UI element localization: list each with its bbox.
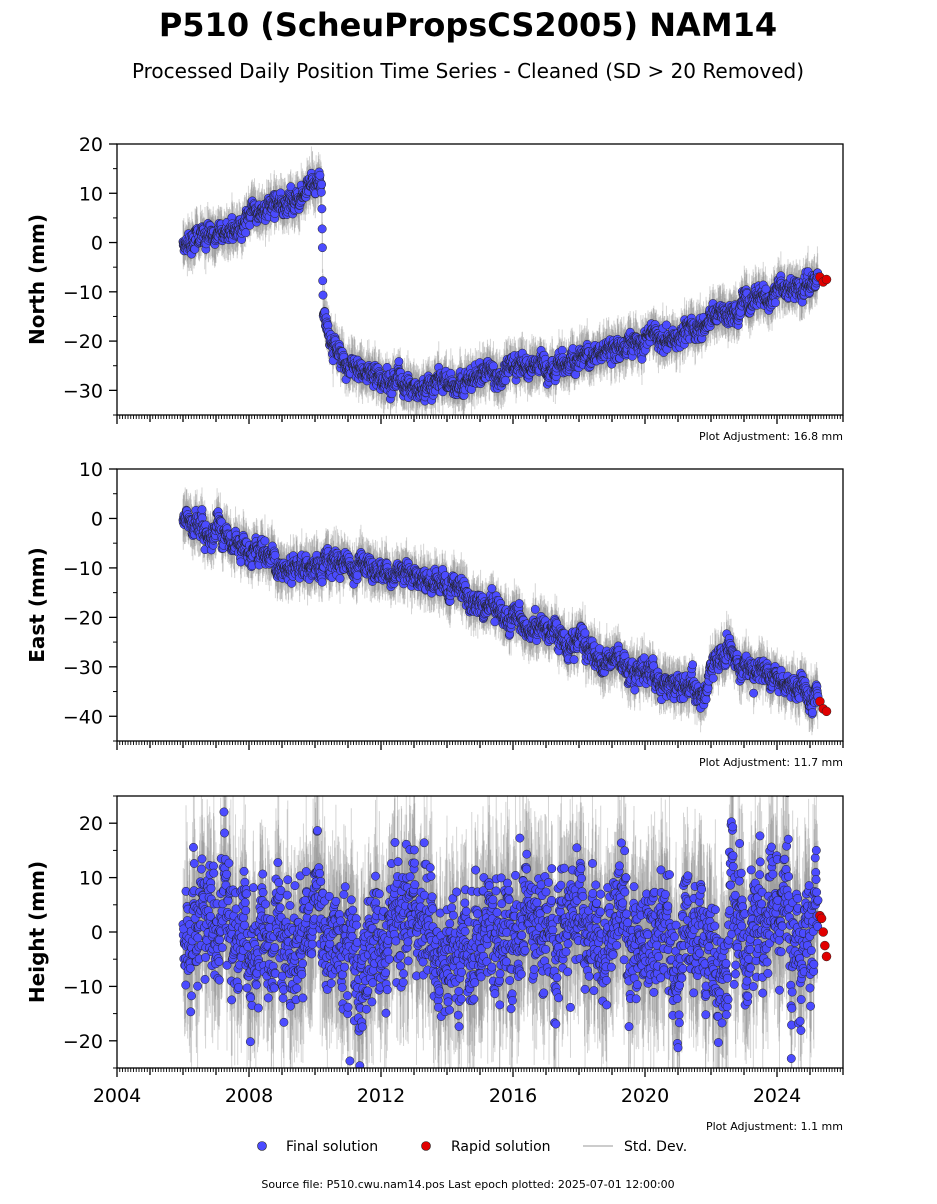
data-layer bbox=[179, 487, 831, 735]
final-point bbox=[317, 188, 325, 196]
final-point bbox=[319, 291, 327, 299]
final-point bbox=[395, 357, 403, 365]
final-point bbox=[242, 229, 250, 237]
final-point bbox=[318, 225, 326, 233]
rapid-point bbox=[822, 275, 831, 284]
chart-subtitle: Processed Daily Position Time Series - C… bbox=[132, 59, 804, 83]
y-tick-label: 10 bbox=[79, 183, 103, 205]
y-tick-label: −30 bbox=[63, 380, 103, 402]
final-point bbox=[317, 180, 325, 188]
final-point bbox=[771, 298, 779, 306]
final-point bbox=[501, 376, 509, 384]
y-tick-label: 20 bbox=[79, 134, 103, 156]
panels: 20 10 0 −10 −20 −30 North (mm) Plot Adjustment:… bbox=[25, 134, 843, 1142]
data-layer bbox=[179, 147, 831, 424]
final-point bbox=[638, 355, 646, 363]
final-point bbox=[316, 171, 324, 179]
panel-1: 20 10 0 −10 −20 −30 North (mm) Plot Adjustment:… bbox=[25, 134, 843, 443]
y-axis-label: North (mm) bbox=[25, 214, 49, 345]
final-point bbox=[319, 277, 327, 285]
y-tick-label: −10 bbox=[63, 282, 103, 304]
final-point bbox=[318, 205, 326, 213]
chart-title: P510 (ScheuPropsCS2005) NAM14 bbox=[159, 6, 777, 44]
final-point bbox=[318, 243, 326, 251]
y-tick-label: 0 bbox=[91, 233, 103, 255]
final-points-layer bbox=[179, 168, 822, 405]
final-point bbox=[558, 346, 566, 354]
plot-adjustment-label: Plot Adjustment: 16.8 mm bbox=[699, 430, 843, 443]
y-tick-label: −20 bbox=[63, 331, 103, 353]
